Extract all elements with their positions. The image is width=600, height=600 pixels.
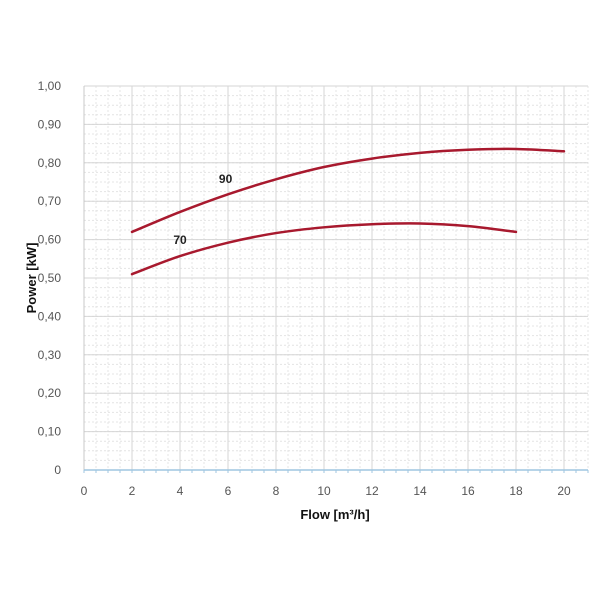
- series-label-90: 90: [219, 172, 233, 186]
- y-tick-label: 0,10: [38, 425, 62, 439]
- x-tick-label: 16: [461, 484, 475, 498]
- x-tick-label: 14: [413, 484, 427, 498]
- axes: [83, 86, 589, 473]
- x-tick-label: 4: [177, 484, 184, 498]
- y-tick-label: 0,40: [38, 309, 62, 323]
- series-lines: [130, 147, 566, 276]
- y-tick-label: 0: [54, 463, 61, 477]
- x-tick-label: 0: [81, 484, 88, 498]
- y-tick-label: 0,20: [38, 386, 62, 400]
- x-tick-label: 10: [317, 484, 331, 498]
- y-tick-label: 0,50: [38, 271, 62, 285]
- x-axis-title: Flow [m³/h]: [300, 507, 369, 522]
- series-labels: 90 70: [173, 172, 232, 247]
- series-label-70: 70: [173, 233, 187, 247]
- series-line-70: [130, 222, 518, 276]
- y-tick-label: 0,80: [38, 156, 62, 170]
- y-tick-label: 0,60: [38, 233, 62, 247]
- x-tick-label: 6: [225, 484, 232, 498]
- y-tick-label: 1,00: [38, 79, 62, 93]
- x-tick-label: 2: [129, 484, 136, 498]
- x-tick-label: 8: [273, 484, 280, 498]
- y-tick-label: 0,30: [38, 348, 62, 362]
- y-tick-labels: 0 0,10 0,20 0,30 0,40 0,50 0,60 0,70 0,80 0,90 1,0…: [38, 79, 62, 477]
- x-tick-label: 18: [509, 484, 523, 498]
- y-axis-title: Power [kW]: [24, 243, 39, 314]
- series-line-90: [130, 147, 566, 234]
- x-tick-label: 20: [557, 484, 571, 498]
- y-tick-label: 0,90: [38, 117, 62, 131]
- x-tick-label: 12: [365, 484, 379, 498]
- y-tick-label: 0,70: [38, 194, 62, 208]
- x-tick-labels: 0 2 4 6 8 10 12 14 16 18 20: [81, 484, 571, 498]
